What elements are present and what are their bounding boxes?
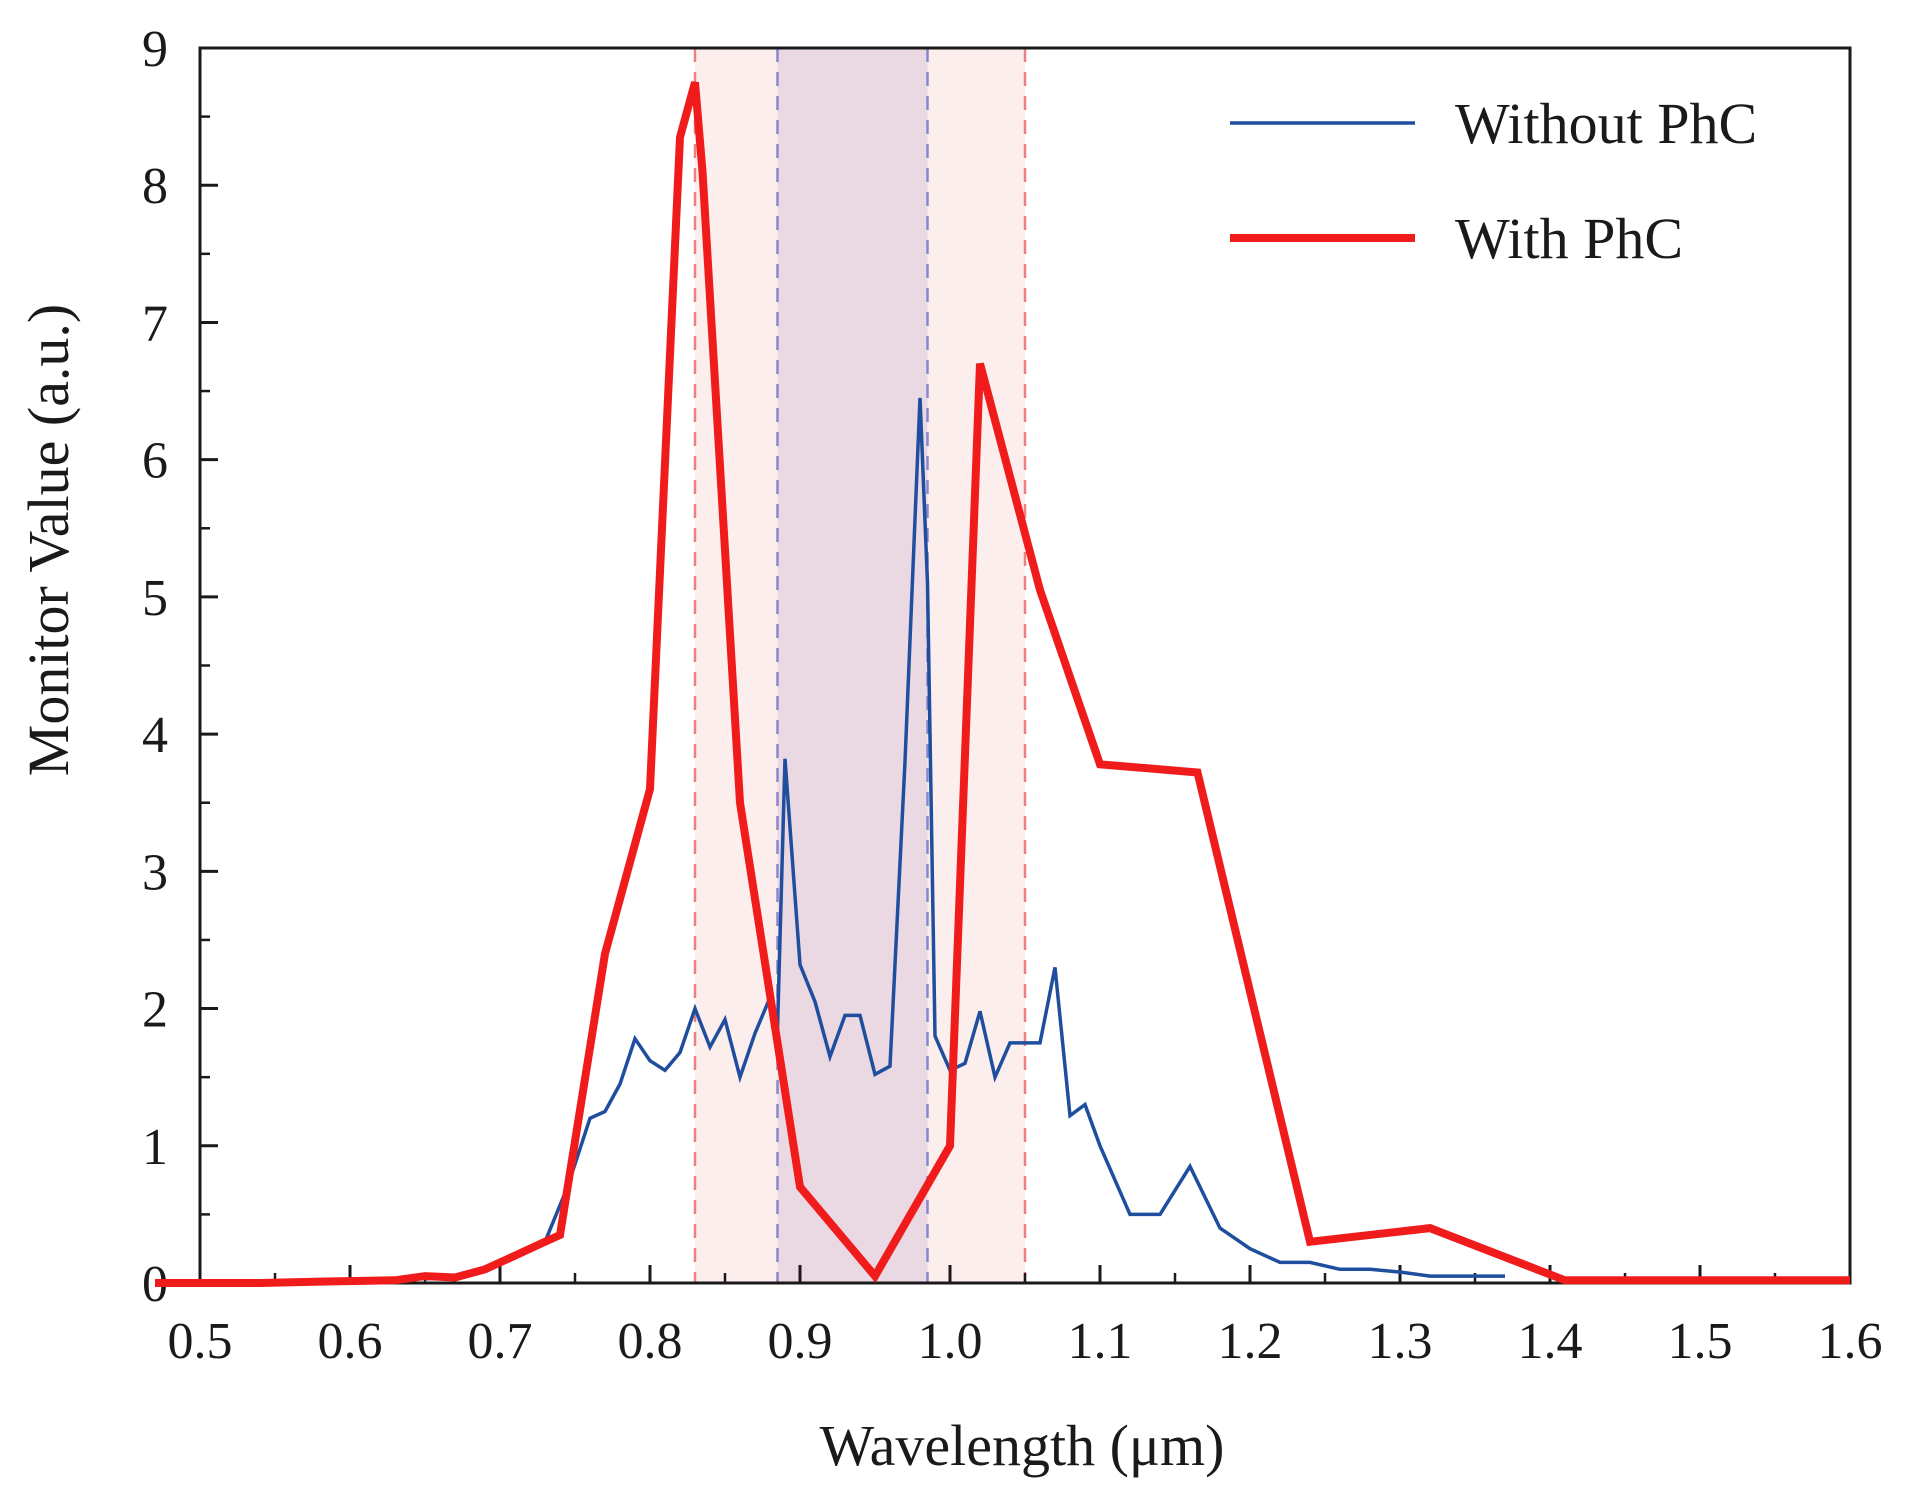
series-line-without-phc <box>424 397 1505 1281</box>
y-tick-label: 2 <box>142 982 168 1039</box>
x-tick-label: 1.3 <box>1368 1313 1433 1370</box>
y-tick-label: 7 <box>142 295 168 352</box>
y-tick-label: 6 <box>142 433 168 490</box>
shaded-band-2 <box>777 48 928 1283</box>
x-tick-label: 1.6 <box>1818 1313 1883 1370</box>
x-tick-label: 0.9 <box>768 1313 833 1370</box>
x-tick-label: 0.7 <box>468 1313 533 1370</box>
x-axis-label: Wavelength (μm) <box>820 1413 1225 1478</box>
x-tick-label: 0.6 <box>318 1313 383 1370</box>
x-tick-label: 1.0 <box>918 1313 983 1370</box>
x-tick-label: 0.8 <box>618 1313 683 1370</box>
axes: 0.5 0.6 0.7 0.8 0.9 1.0 1.1 1.2 1.3 1.4 1.5 1.60123… <box>142 21 1883 1370</box>
x-tick-label: 1.1 <box>1068 1313 1133 1370</box>
series-lines <box>155 81 1850 1287</box>
y-tick-label: 9 <box>142 21 168 78</box>
x-tick-label: 1.5 <box>1668 1313 1733 1370</box>
legend-label-1: Without PhC <box>1455 91 1757 156</box>
legend: Without PhC With PhC <box>1230 91 1757 271</box>
y-tick-label: 4 <box>142 707 168 764</box>
x-tick-label: 1.2 <box>1218 1313 1283 1370</box>
x-tick-label: 1.4 <box>1518 1313 1583 1370</box>
series-line-with-phc <box>155 81 1850 1287</box>
legend-label-2: With PhC <box>1455 206 1683 271</box>
y-tick-label: 1 <box>142 1119 168 1176</box>
shaded-bands <box>693 48 1027 1283</box>
x-tick-label: 0.5 <box>168 1313 233 1370</box>
y-axis-label: Monitor Value (a.u.) <box>16 304 81 777</box>
y-tick-label: 8 <box>142 158 168 215</box>
y-tick-label: 5 <box>142 570 168 627</box>
y-tick-label: 3 <box>142 844 168 901</box>
